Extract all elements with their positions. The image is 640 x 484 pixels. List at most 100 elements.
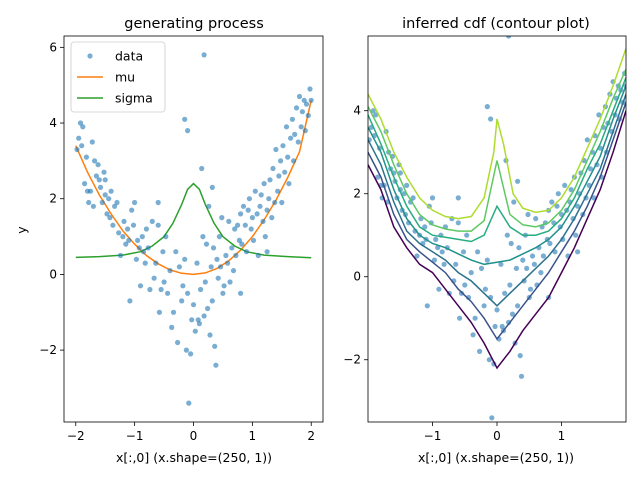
data-point (95, 162, 101, 168)
data-point (286, 181, 292, 187)
x-tick-label: 1 (249, 429, 257, 443)
data-point (431, 257, 437, 263)
data-point (182, 256, 188, 262)
data-point (201, 313, 207, 319)
legend-box (70, 41, 166, 113)
data-point (515, 303, 521, 309)
data-point (194, 260, 200, 266)
data-point (575, 249, 581, 255)
data-point (470, 332, 476, 338)
data-point (481, 303, 487, 309)
data-point (123, 241, 129, 247)
data-point (506, 319, 512, 325)
data-point (137, 283, 144, 289)
data-point (488, 116, 494, 122)
data-point (156, 309, 162, 315)
y-tick-label: 2 (49, 192, 57, 206)
data-point (587, 166, 594, 172)
data-point (110, 222, 116, 228)
data-point (77, 120, 84, 126)
data-point (151, 275, 157, 281)
data-point (573, 232, 579, 238)
data-point (397, 170, 403, 176)
data-point (102, 192, 108, 198)
data-point (584, 137, 590, 143)
data-point (79, 143, 85, 149)
data-point (269, 215, 275, 221)
data-point (179, 298, 185, 304)
data-point (76, 135, 82, 141)
data-point (145, 245, 151, 251)
data-point (370, 108, 376, 114)
data-point (254, 211, 260, 217)
y-tick-label: 4 (353, 104, 361, 118)
data-point (209, 298, 215, 304)
data-point (436, 286, 442, 292)
data-point (264, 207, 270, 213)
data-point (133, 256, 139, 262)
data-point (240, 203, 247, 209)
data-point (262, 234, 268, 240)
data-point (209, 184, 215, 190)
data-point (176, 264, 182, 270)
data-point (207, 332, 213, 338)
data-point (189, 317, 195, 323)
data-point (199, 165, 205, 172)
data-point (453, 261, 459, 267)
data-point (212, 343, 218, 349)
data-point (462, 282, 468, 288)
data-point (216, 234, 222, 240)
data-point (246, 196, 252, 202)
plot-marks (74, 52, 314, 406)
contour-line-5 (368, 68, 626, 232)
data-point (97, 184, 104, 190)
data-point (457, 315, 463, 321)
data-point (518, 373, 525, 379)
data-point (516, 245, 522, 251)
contour-line-1 (368, 102, 626, 341)
data-point (373, 112, 379, 118)
plot-area: −1 0 1 −2 0 2 4 (343, 35, 627, 443)
data-point (524, 265, 530, 271)
data-point (233, 252, 239, 259)
data-point (305, 112, 311, 119)
data-point (258, 192, 264, 198)
data-point (227, 279, 233, 285)
data-point (255, 252, 261, 259)
data-point (288, 135, 294, 141)
data-point (83, 154, 89, 160)
data-point (104, 211, 110, 217)
data-point (143, 226, 149, 232)
data-point (215, 275, 221, 281)
data-point (192, 328, 198, 334)
data-point (484, 257, 490, 263)
data-point (155, 199, 161, 206)
data-point (489, 415, 495, 421)
y-tick-label: −2 (39, 343, 57, 357)
data-point (520, 257, 526, 263)
x-tick-label: −1 (424, 429, 442, 443)
plot-marks (368, 36, 626, 421)
data-point (424, 303, 430, 309)
data-point (529, 253, 536, 259)
data-point (130, 222, 137, 228)
y-tick-label: 0 (49, 267, 57, 281)
data-point (260, 218, 266, 224)
data-point (280, 143, 286, 149)
data-point (499, 323, 505, 330)
data-point (87, 188, 94, 194)
data-point (158, 286, 164, 293)
data-point (132, 199, 138, 206)
data-point (429, 195, 436, 201)
data-point (180, 283, 186, 289)
data-point (555, 191, 561, 197)
data-point (266, 196, 272, 202)
data-point (414, 253, 420, 259)
data-point (307, 86, 313, 92)
contour-line-3 (368, 85, 626, 266)
data-point (183, 347, 189, 353)
data-point (210, 245, 217, 251)
data-point (116, 230, 122, 236)
data-point (475, 249, 481, 255)
data-point (167, 268, 173, 274)
